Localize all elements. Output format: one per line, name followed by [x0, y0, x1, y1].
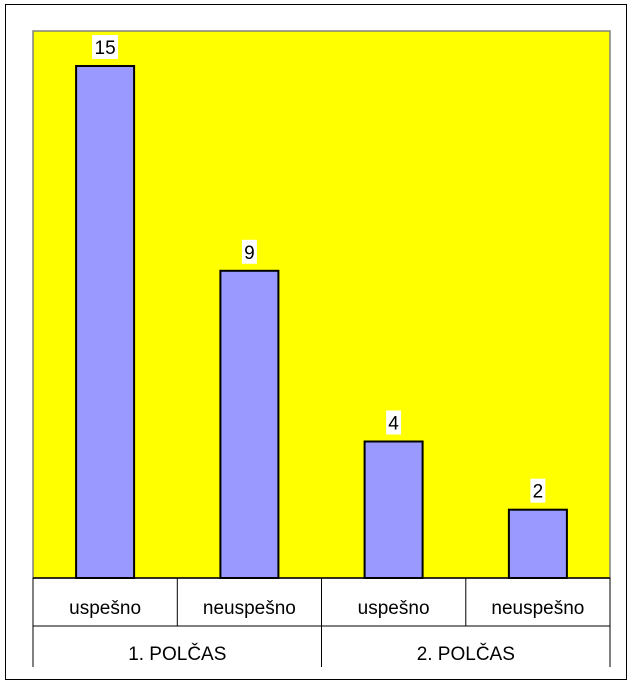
data-label-1: 9: [244, 243, 255, 264]
group-label-0: 1. POLČAS: [128, 643, 226, 665]
data-label-3: 2: [533, 482, 544, 503]
bar-2: [363, 440, 424, 579]
bar-3: [507, 508, 568, 580]
data-label-0: 15: [95, 38, 116, 59]
x-tick-label-1: neuspešno: [203, 598, 296, 619]
group-label-1: 2. POLČAS: [417, 643, 515, 665]
x-tick-label-2: uspešno: [358, 598, 430, 619]
data-label-bg-2: [386, 410, 402, 435]
x-tick-label-3: neuspešno: [491, 598, 584, 619]
bar-0: [75, 65, 136, 579]
bar-1: [219, 269, 280, 579]
data-label-bg-0: [92, 35, 119, 59]
x-tick-label-0: uspešno: [69, 598, 141, 619]
data-label-bg-1: [241, 239, 257, 264]
data-label-2: 4: [388, 414, 399, 435]
data-label-bg-3: [530, 478, 546, 503]
